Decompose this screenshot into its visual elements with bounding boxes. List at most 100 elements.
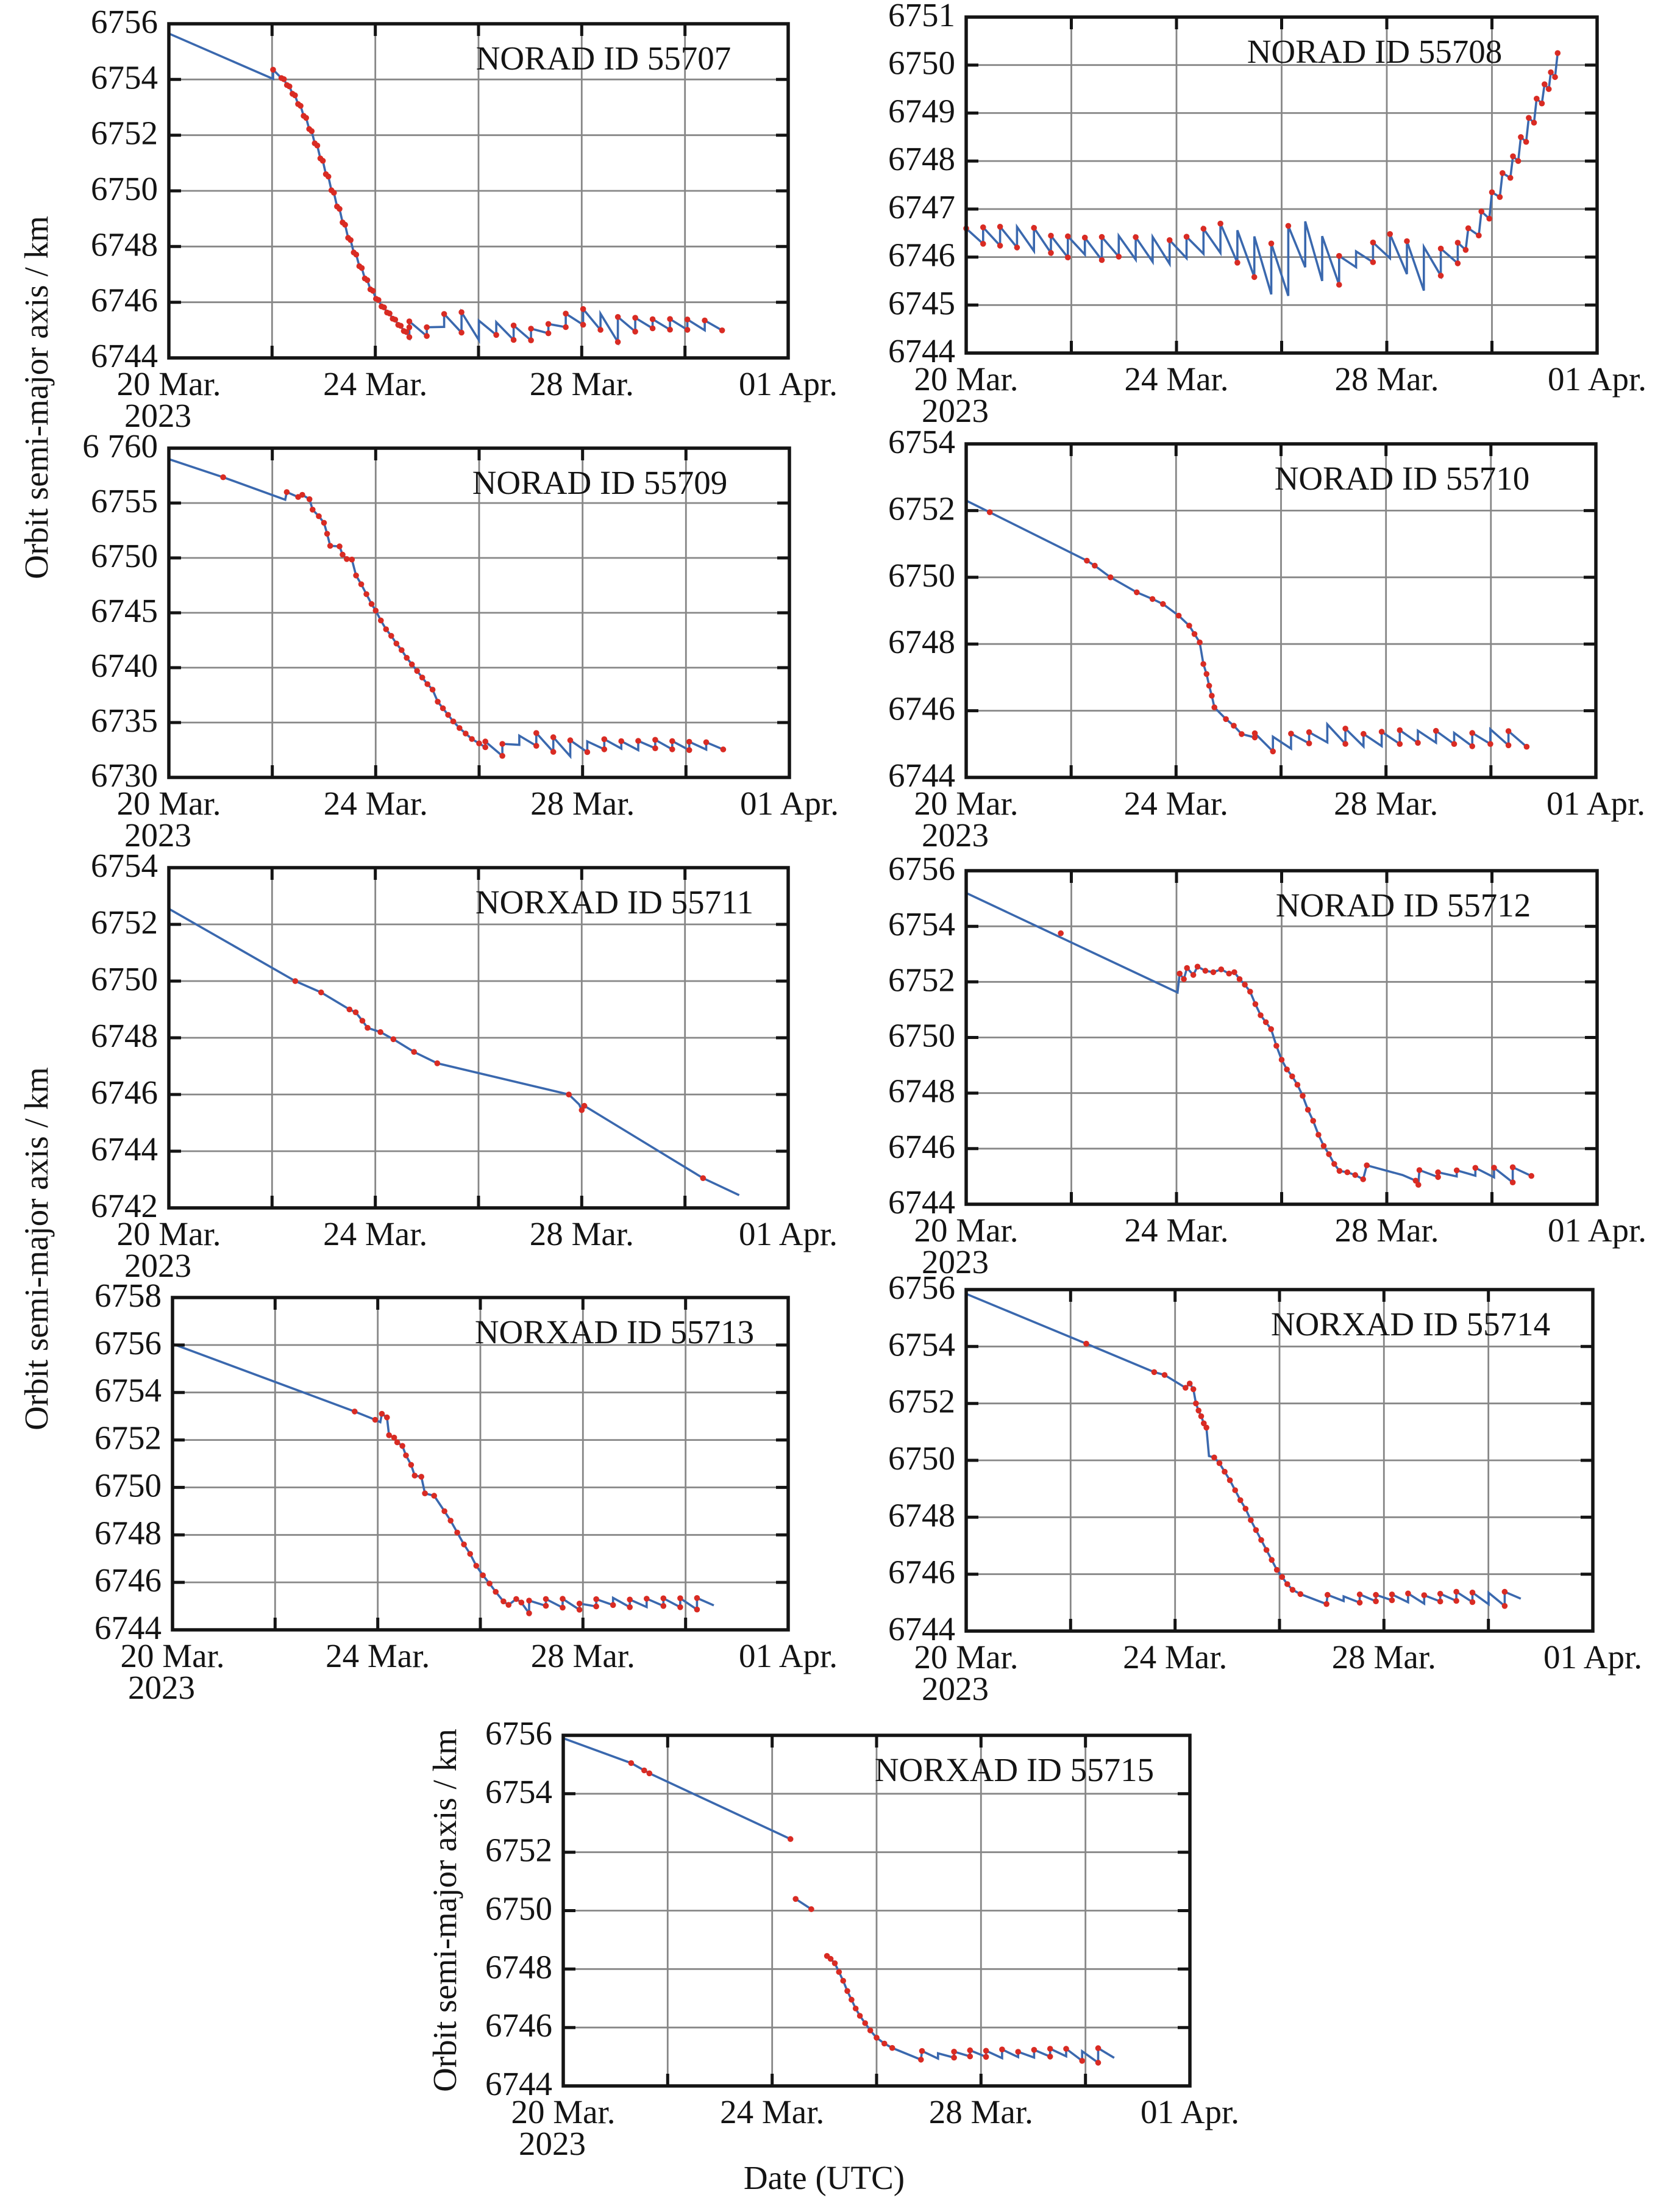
svg-text:2023: 2023	[128, 1669, 195, 1706]
svg-text:6750: 6750	[888, 557, 955, 594]
svg-text:28 Mar.: 28 Mar.	[530, 365, 634, 402]
svg-text:6730: 6730	[91, 757, 158, 794]
svg-text:6744: 6744	[91, 1130, 158, 1168]
svg-text:24 Mar.: 24 Mar.	[324, 785, 428, 822]
svg-text:6750: 6750	[888, 45, 955, 82]
svg-text:Date (UTC): Date (UTC)	[744, 2159, 905, 2196]
svg-text:6758: 6758	[94, 1277, 162, 1314]
svg-text:NORAD ID 55709: NORAD ID 55709	[472, 464, 728, 501]
svg-text:6750: 6750	[94, 1466, 162, 1504]
svg-text:2023: 2023	[519, 2125, 586, 2162]
svg-text:20 Mar.: 20 Mar.	[120, 1637, 224, 1674]
svg-text:Orbit semi-major axis / km: Orbit semi-major axis / km	[426, 1729, 463, 2092]
svg-text:6752: 6752	[888, 490, 955, 527]
svg-text:6748: 6748	[91, 226, 158, 263]
svg-text:20 Mar.: 20 Mar.	[914, 360, 1018, 398]
svg-text:24 Mar.: 24 Mar.	[1124, 785, 1228, 822]
svg-text:28 Mar.: 28 Mar.	[1332, 1638, 1436, 1676]
svg-text:6750: 6750	[91, 170, 158, 207]
svg-text:20 Mar.: 20 Mar.	[914, 785, 1018, 822]
svg-text:24 Mar.: 24 Mar.	[720, 2093, 824, 2130]
svg-text:NORAD ID 55712: NORAD ID 55712	[1276, 887, 1531, 924]
svg-text:6746: 6746	[888, 237, 955, 274]
svg-text:6744: 6744	[888, 1184, 955, 1221]
svg-text:01 Apr.: 01 Apr.	[739, 1215, 838, 1252]
svg-text:28 Mar.: 28 Mar.	[531, 1637, 635, 1674]
svg-text:2023: 2023	[124, 397, 191, 434]
svg-text:NORXAD ID 55714: NORXAD ID 55714	[1271, 1305, 1550, 1343]
svg-text:28 Mar.: 28 Mar.	[530, 785, 635, 822]
svg-text:6744: 6744	[888, 757, 955, 794]
svg-text:6748: 6748	[888, 140, 955, 177]
svg-text:2023: 2023	[922, 1243, 989, 1280]
svg-text:28 Mar.: 28 Mar.	[1334, 360, 1439, 398]
svg-text:6756: 6756	[94, 1324, 162, 1362]
svg-text:6745: 6745	[91, 592, 158, 629]
svg-text:6744: 6744	[485, 2065, 552, 2102]
svg-text:6751: 6751	[888, 0, 955, 34]
svg-text:6746: 6746	[94, 1562, 162, 1599]
svg-text:6744: 6744	[94, 1609, 162, 1646]
svg-text:6744: 6744	[888, 1610, 955, 1648]
svg-text:6752: 6752	[888, 1383, 955, 1420]
svg-text:6756: 6756	[888, 1269, 955, 1306]
svg-text:6746: 6746	[888, 1554, 955, 1591]
svg-text:6748: 6748	[91, 1017, 158, 1054]
svg-text:24 Mar.: 24 Mar.	[1124, 1212, 1228, 1249]
svg-text:2023: 2023	[922, 816, 989, 854]
svg-text:6744: 6744	[91, 337, 158, 374]
svg-text:6754: 6754	[888, 1326, 955, 1363]
svg-text:6735: 6735	[91, 702, 158, 739]
svg-text:6752: 6752	[888, 961, 955, 998]
svg-text:6746: 6746	[485, 2007, 552, 2044]
svg-text:6746: 6746	[91, 282, 158, 319]
svg-text:6754: 6754	[91, 59, 158, 96]
svg-text:6754: 6754	[888, 905, 955, 943]
svg-text:6750: 6750	[91, 960, 158, 998]
svg-text:20 Mar.: 20 Mar.	[116, 1215, 221, 1252]
svg-text:6752: 6752	[91, 904, 158, 941]
svg-text:6756: 6756	[888, 850, 955, 887]
svg-text:24 Mar.: 24 Mar.	[326, 1637, 430, 1674]
svg-text:6754: 6754	[485, 1773, 552, 1810]
svg-text:6756: 6756	[485, 1715, 552, 1752]
svg-text:01 Apr.: 01 Apr.	[1547, 785, 1645, 822]
svg-text:2023: 2023	[124, 816, 191, 854]
svg-text:Orbit semi-major axis / km: Orbit semi-major axis / km	[18, 1067, 55, 1430]
svg-text:6749: 6749	[888, 92, 955, 129]
svg-text:6750: 6750	[485, 1890, 552, 1927]
svg-text:6752: 6752	[485, 1832, 552, 1869]
svg-text:01 Apr.: 01 Apr.	[739, 365, 838, 402]
svg-text:01 Apr.: 01 Apr.	[739, 1637, 838, 1674]
svg-text:2023: 2023	[124, 1247, 191, 1284]
svg-text:Orbit semi-major axis / km: Orbit semi-major axis / km	[18, 216, 55, 579]
svg-text:6746: 6746	[888, 690, 955, 727]
svg-text:6748: 6748	[888, 1496, 955, 1534]
svg-text:24 Mar.: 24 Mar.	[323, 365, 427, 402]
svg-text:28 Mar.: 28 Mar.	[1334, 1212, 1439, 1249]
svg-text:NORAD ID 55710: NORAD ID 55710	[1275, 460, 1530, 497]
svg-text:NORXAD ID 55713: NORXAD ID 55713	[475, 1313, 754, 1351]
svg-text:6748: 6748	[94, 1514, 162, 1551]
svg-text:20 Mar.: 20 Mar.	[116, 365, 221, 402]
svg-text:6754: 6754	[91, 847, 158, 884]
svg-text:01 Apr.: 01 Apr.	[1548, 360, 1646, 398]
svg-text:6752: 6752	[91, 115, 158, 152]
svg-text:6 760: 6 760	[82, 427, 158, 465]
svg-text:6746: 6746	[91, 1074, 158, 1111]
svg-text:NORXAD ID 55715: NORXAD ID 55715	[875, 1751, 1154, 1788]
svg-text:24 Mar.: 24 Mar.	[323, 1215, 427, 1252]
svg-text:6746: 6746	[888, 1128, 955, 1165]
svg-text:6750: 6750	[888, 1017, 955, 1054]
svg-text:6740: 6740	[91, 647, 158, 684]
svg-text:6747: 6747	[888, 188, 955, 226]
svg-text:24 Mar.: 24 Mar.	[1123, 1638, 1227, 1676]
svg-text:28 Mar.: 28 Mar.	[1334, 785, 1438, 822]
svg-text:6756: 6756	[91, 3, 158, 40]
svg-text:28 Mar.: 28 Mar.	[929, 2093, 1033, 2130]
svg-text:6744: 6744	[888, 332, 955, 370]
svg-text:6755: 6755	[91, 482, 158, 520]
svg-text:6748: 6748	[485, 1948, 552, 1985]
svg-text:NORAD ID 55708: NORAD ID 55708	[1247, 33, 1503, 70]
svg-text:6748: 6748	[888, 623, 955, 660]
